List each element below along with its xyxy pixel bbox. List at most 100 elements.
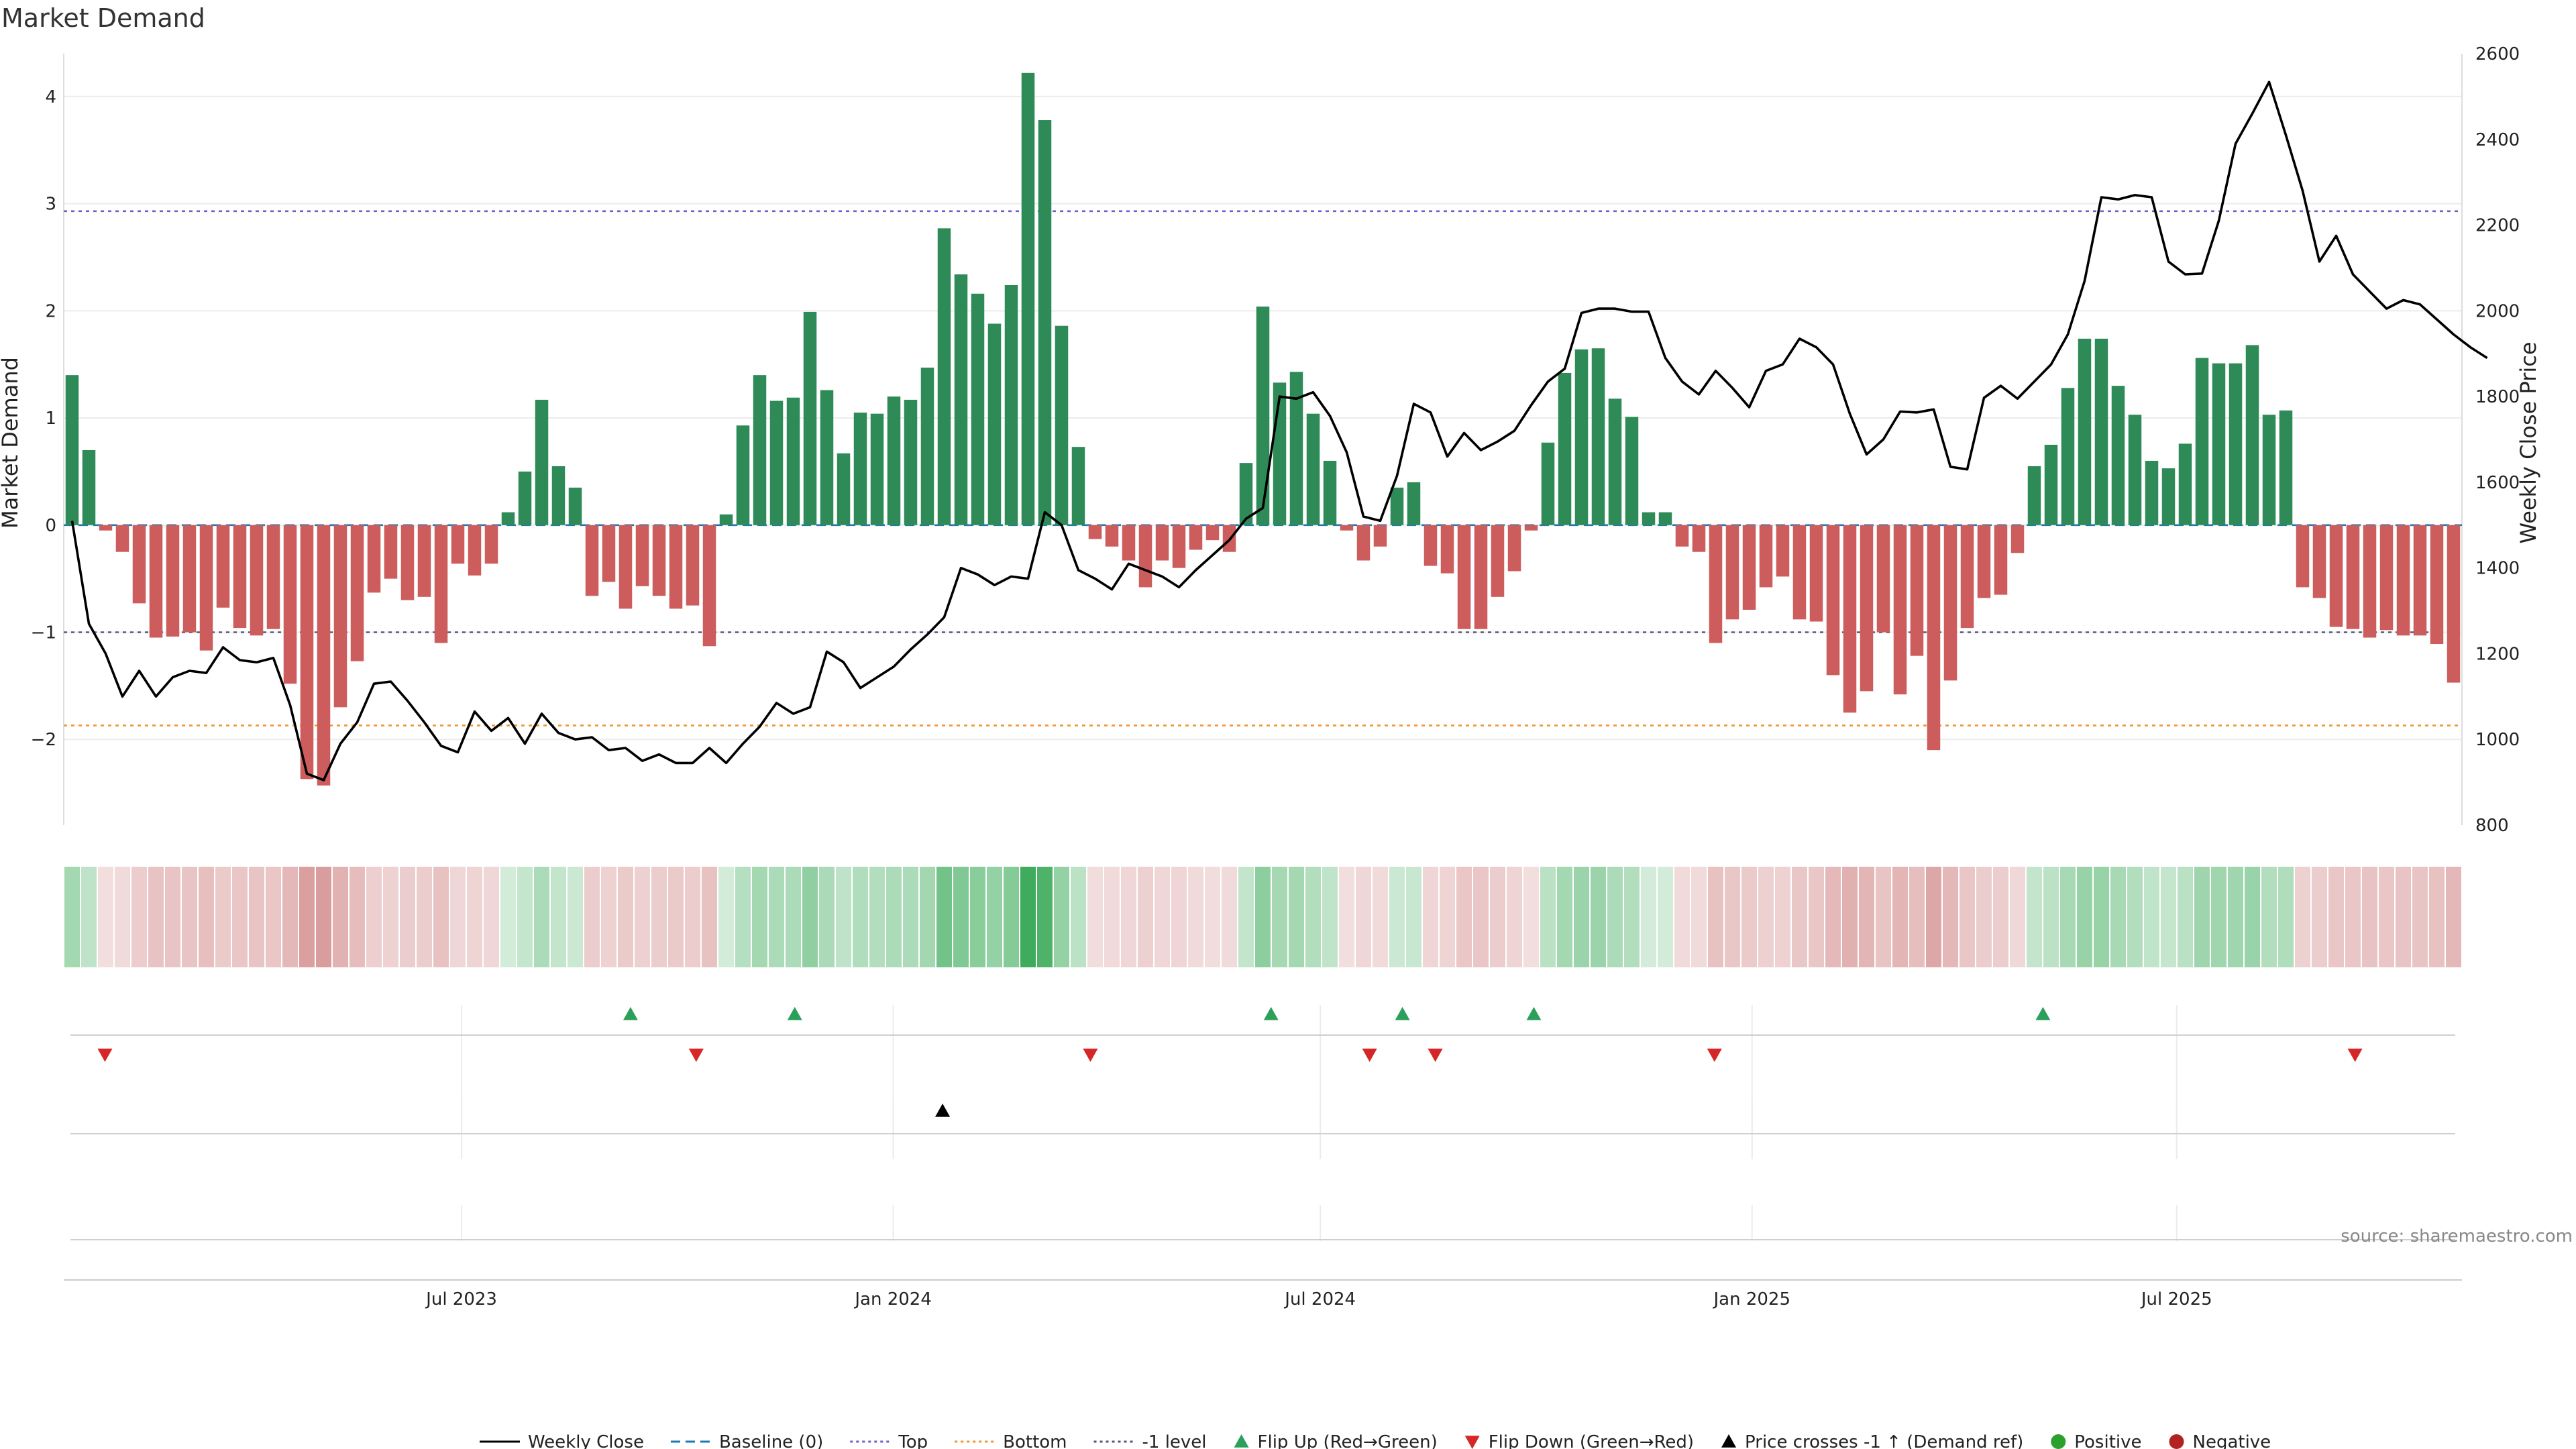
- demand-bar: [1155, 525, 1169, 561]
- left-tick-label: −2: [31, 730, 56, 750]
- heat-cell: [2043, 867, 2059, 967]
- legend-label: Flip Down (Green→Red): [1489, 1432, 1694, 1449]
- legend-swatch: [1721, 1434, 1737, 1448]
- flip-up-marker: [787, 1007, 802, 1020]
- heat-cell: [1775, 867, 1790, 967]
- heat-cell: [2027, 867, 2042, 967]
- demand-bar: [451, 525, 465, 564]
- heat-cell: [2144, 867, 2159, 967]
- flip-up-marker: [1263, 1007, 1279, 1020]
- legend-label: Flip Up (Red→Green): [1258, 1432, 1438, 1449]
- heat-cell: [702, 867, 717, 967]
- heat-cell: [1607, 867, 1623, 967]
- left-tick-label: 0: [45, 516, 56, 536]
- heat-cell: [199, 867, 214, 967]
- left-tick-label: −1: [31, 623, 56, 643]
- demand-bar: [266, 525, 280, 629]
- demand-bar: [920, 367, 934, 525]
- heat-cell: [1423, 867, 1438, 967]
- demand-bar: [1943, 525, 1957, 681]
- demand-bar: [1306, 413, 1320, 525]
- heat-cell: [819, 867, 835, 967]
- legend-label: -1 level: [1142, 1432, 1207, 1449]
- legend-label: Price crosses -1 ↑ (Demand ref): [1745, 1432, 2023, 1449]
- heat-cell: [400, 867, 415, 967]
- heat-cell: [500, 867, 516, 967]
- demand-bar: [1289, 372, 1303, 525]
- heat-cell: [1473, 867, 1489, 967]
- heat-cell: [1322, 867, 1338, 967]
- demand-bar: [99, 525, 113, 531]
- heat-cell: [366, 867, 382, 967]
- demand-bar: [1256, 306, 1270, 525]
- heat-cell: [1389, 867, 1405, 967]
- demand-bars: [65, 72, 2461, 786]
- demand-bar: [1927, 525, 1941, 751]
- legend-swatch: [2169, 1434, 2184, 1449]
- demand-bar: [1088, 525, 1102, 539]
- demand-bar: [350, 525, 364, 661]
- heat-cell: [2194, 867, 2210, 967]
- demand-bar: [1725, 525, 1739, 620]
- heat-cell: [836, 867, 851, 967]
- demand-bar: [1457, 525, 1471, 629]
- heat-cell: [1205, 867, 1220, 967]
- demand-bar: [1021, 72, 1035, 525]
- demand-bar: [1071, 447, 1085, 525]
- legend: Weekly Close Baseline (0) Top Bottom -1 leve…: [480, 1432, 2271, 1449]
- demand-bar: [1491, 525, 1505, 597]
- heat-cell: [232, 867, 248, 967]
- heat-cell: [853, 867, 868, 967]
- heat-cell: [316, 867, 331, 967]
- heat-cell: [970, 867, 985, 967]
- heat-cell: [1792, 867, 1807, 967]
- heat-cell: [131, 867, 147, 967]
- demand-bar: [619, 525, 633, 609]
- legend-label: Bottom: [1003, 1432, 1067, 1449]
- demand-bar: [501, 512, 515, 525]
- heat-cell: [1004, 867, 1019, 967]
- heat-cell: [1876, 867, 1891, 967]
- demand-bar: [1826, 525, 1840, 676]
- demand-bar: [753, 375, 767, 525]
- demand-bar: [1440, 525, 1454, 574]
- legend-item: Flip Up (Red→Green): [1234, 1432, 1438, 1449]
- demand-bar: [132, 525, 146, 604]
- heat-cell: [2010, 867, 2025, 967]
- demand-bar: [652, 525, 666, 596]
- demand-bar: [283, 525, 297, 684]
- right-tick-label: 1600: [2475, 473, 2520, 493]
- heat-cell: [2178, 867, 2193, 967]
- demand-bar: [2078, 338, 2092, 525]
- heat-cell: [1523, 867, 1539, 967]
- demand-bar: [1625, 417, 1639, 525]
- demand-bar: [2010, 525, 2025, 553]
- flip-down-marker: [2347, 1049, 2363, 1062]
- demand-bar: [1239, 463, 1253, 525]
- demand-bar: [484, 525, 498, 564]
- heat-cell: [450, 867, 466, 967]
- demand-bar: [702, 525, 716, 647]
- heat-cell: [517, 867, 533, 967]
- demand-bar: [65, 375, 79, 525]
- heat-cell: [1741, 867, 1757, 967]
- heat-cell: [668, 867, 684, 967]
- demand-bar: [1843, 525, 1857, 713]
- heat-cell: [1373, 867, 1388, 967]
- heat-cell: [1859, 867, 1874, 967]
- demand-bar: [1340, 525, 1354, 531]
- demand-bar: [417, 525, 431, 597]
- demand-bar: [837, 453, 851, 525]
- demand-bar: [1591, 348, 1605, 525]
- demand-bar: [1055, 325, 1069, 525]
- heat-cell: [936, 867, 952, 967]
- demand-bar: [2094, 338, 2108, 525]
- heat-cell: [1943, 867, 1958, 967]
- legend-item: Negative: [2169, 1432, 2271, 1449]
- demand-bar: [2161, 468, 2176, 525]
- heat-cell: [2412, 867, 2428, 967]
- demand-bar: [1507, 525, 1521, 572]
- demand-bar: [2312, 525, 2326, 598]
- demand-bar: [2178, 443, 2192, 525]
- demand-bar: [1390, 487, 1404, 525]
